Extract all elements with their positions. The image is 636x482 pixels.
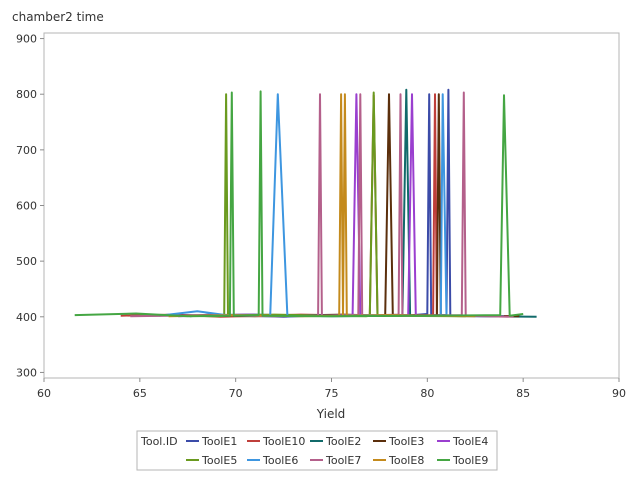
x-tick-label: 70 xyxy=(229,387,243,400)
x-tick-label: 90 xyxy=(612,387,626,400)
y-tick-label: 600 xyxy=(16,200,37,213)
x-tick-label: 75 xyxy=(325,387,339,400)
y-axis: 300 400 500 600 700 800 900 xyxy=(16,33,44,379)
plot-area xyxy=(43,32,620,379)
y-tick-label: 400 xyxy=(16,311,37,324)
legend-label-toole1: ToolE1 xyxy=(201,435,237,448)
legend-label-toole9: ToolE9 xyxy=(452,454,488,467)
legend-label-toole8: ToolE8 xyxy=(388,454,424,467)
legend-label-toole2: ToolE2 xyxy=(325,435,361,448)
legend: ToolE1 ToolE10 ToolE2 ToolE3 ToolE4 ToolE5 Too… xyxy=(186,435,488,467)
x-tick-label: 85 xyxy=(516,387,530,400)
chart-title: chamber2 time xyxy=(12,10,104,24)
legend-label-toole7: ToolE7 xyxy=(325,454,361,467)
y-tick-label: 500 xyxy=(16,255,37,268)
x-tick-label: 80 xyxy=(420,387,434,400)
legend-label-toole6: ToolE6 xyxy=(262,454,298,467)
legend-label-toole5: ToolE5 xyxy=(201,454,237,467)
series-line-toole9 xyxy=(74,90,524,318)
x-tick-label: 60 xyxy=(37,387,51,400)
x-axis-label: Yield xyxy=(316,407,346,421)
legend-label-toole3: ToolE3 xyxy=(388,435,424,448)
y-tick-label: 900 xyxy=(16,33,37,46)
legend-label-toole4: ToolE4 xyxy=(452,435,488,448)
series-group xyxy=(74,88,537,318)
y-tick-label: 300 xyxy=(16,366,37,379)
plot-clip xyxy=(74,88,537,318)
x-tick-label: 65 xyxy=(133,387,147,400)
y-tick-label: 800 xyxy=(16,88,37,101)
y-tick-label: 700 xyxy=(16,144,37,157)
x-axis: 60 65 70 75 80 85 90 xyxy=(37,378,626,400)
legend-box xyxy=(136,430,498,471)
legend-label-toole10: ToolE10 xyxy=(262,435,305,448)
legend-title: Tool.ID xyxy=(140,435,178,448)
